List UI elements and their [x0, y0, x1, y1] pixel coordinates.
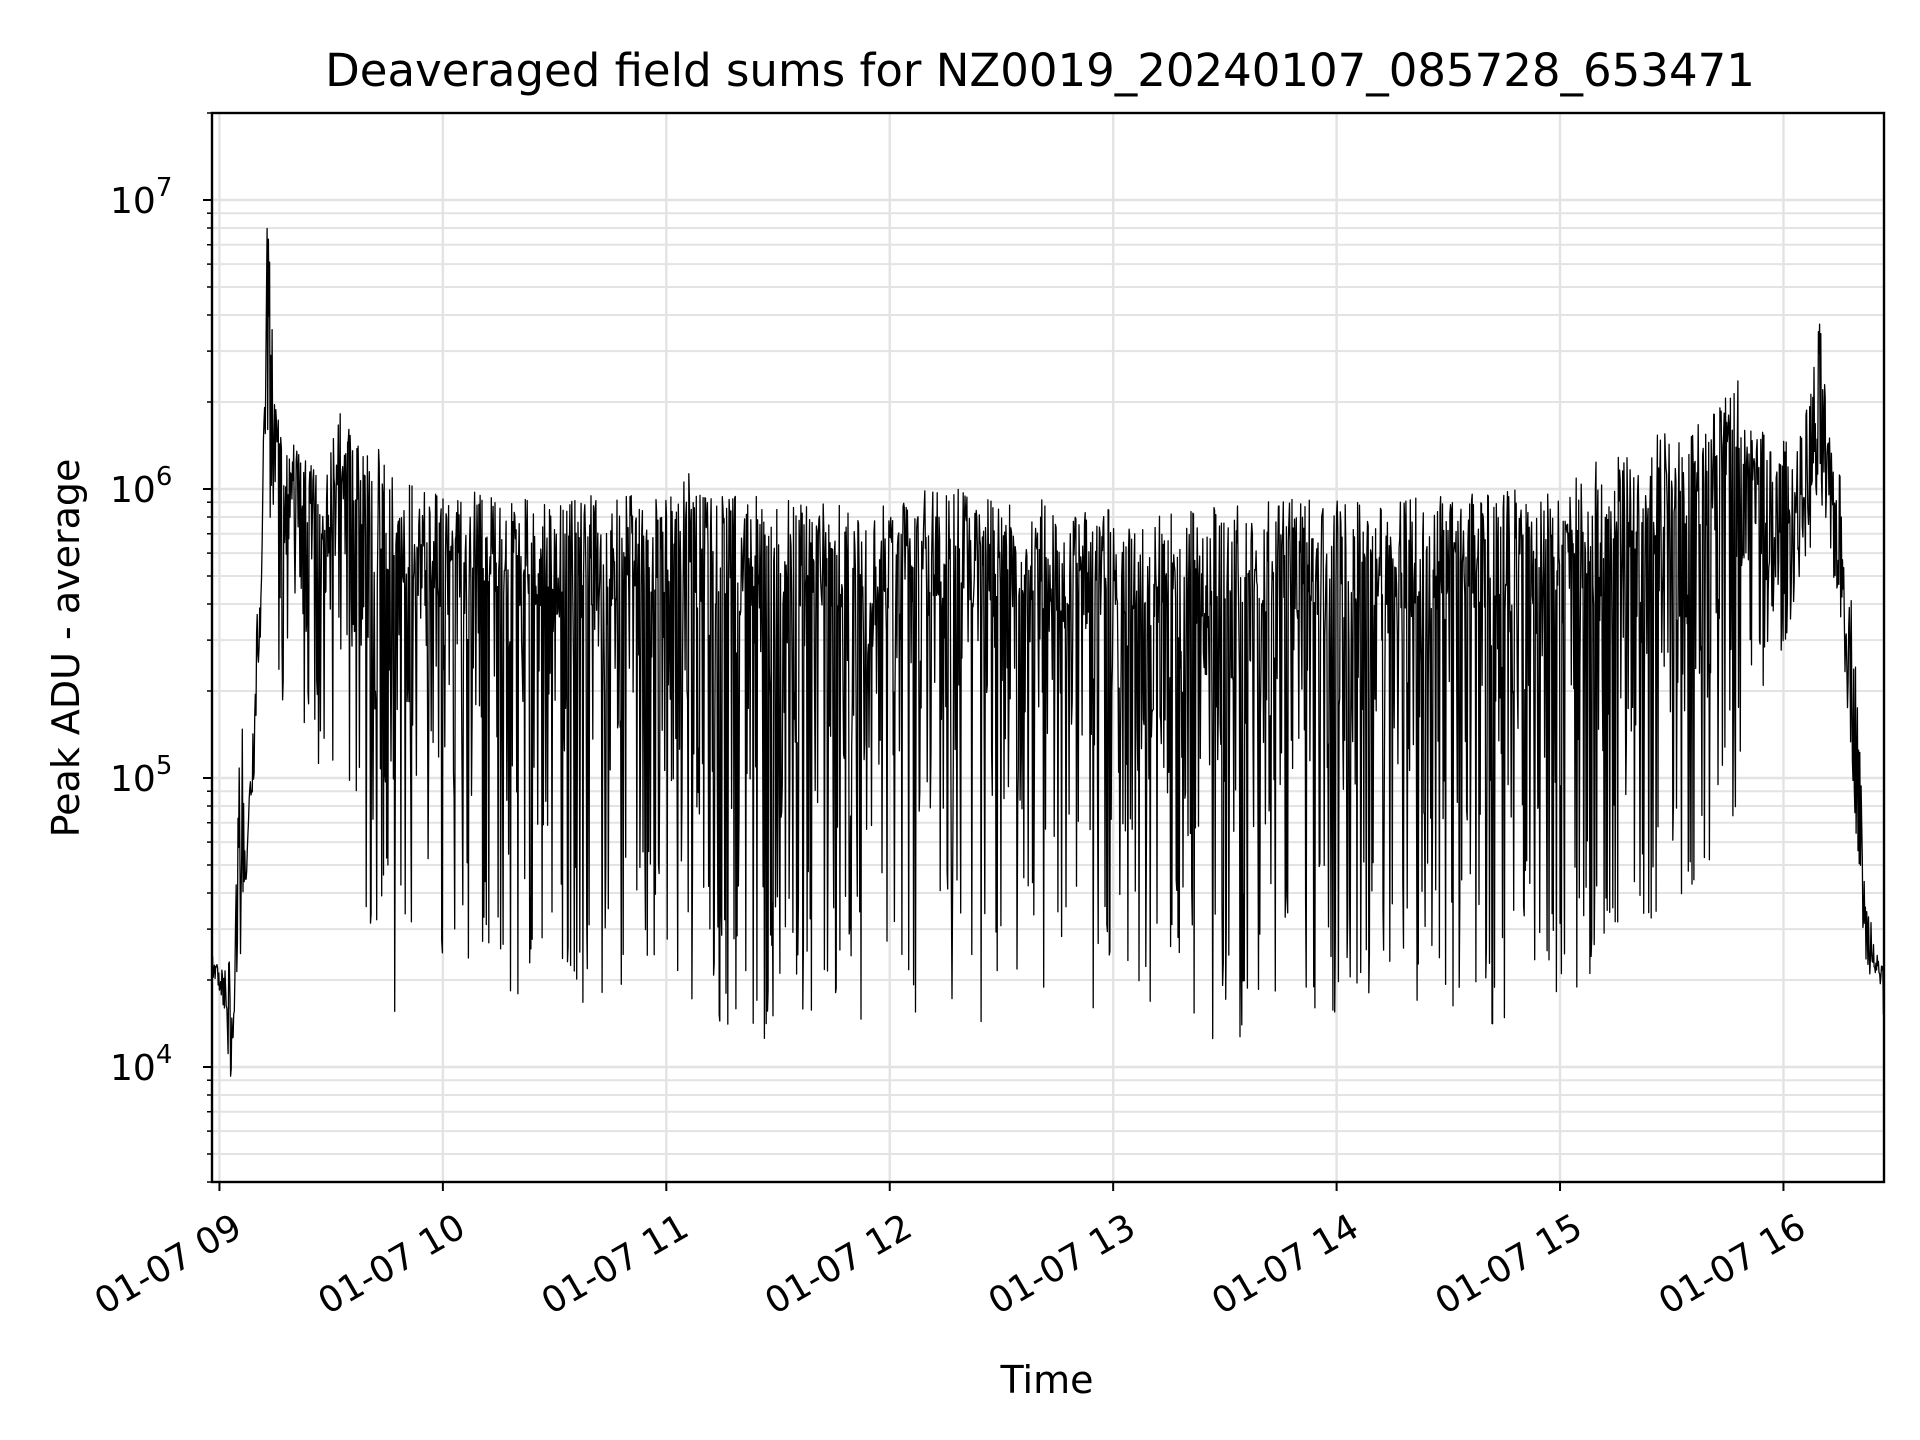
y-tick-label: 104: [110, 1040, 172, 1089]
y-tick-label: 106: [110, 462, 172, 511]
series-line: [211, 227, 1885, 1077]
y-tick-label-base: 10: [110, 759, 156, 800]
plot-area: [210, 111, 1886, 1184]
series-layer: [211, 227, 1885, 1077]
chart-title: Deaveraged field sums for NZ0019_2024010…: [325, 44, 1755, 97]
y-tick-label: 107: [110, 173, 172, 222]
y-tick-label-exponent: 7: [156, 173, 173, 203]
y-tick-label: 105: [110, 751, 172, 800]
y-tick-label-base: 10: [110, 181, 156, 222]
y-tick-label-exponent: 6: [156, 462, 173, 492]
y-tick-label-exponent: 4: [156, 1040, 173, 1070]
y-tick-label-base: 10: [110, 470, 156, 511]
x-axis-label: Time: [1000, 1358, 1094, 1402]
plot-frame: [210, 111, 1886, 1184]
y-tick-label-base: 10: [110, 1048, 156, 1089]
y-axis-label: Peak ADU - average: [44, 459, 88, 838]
y-tick-label-exponent: 5: [156, 751, 173, 781]
